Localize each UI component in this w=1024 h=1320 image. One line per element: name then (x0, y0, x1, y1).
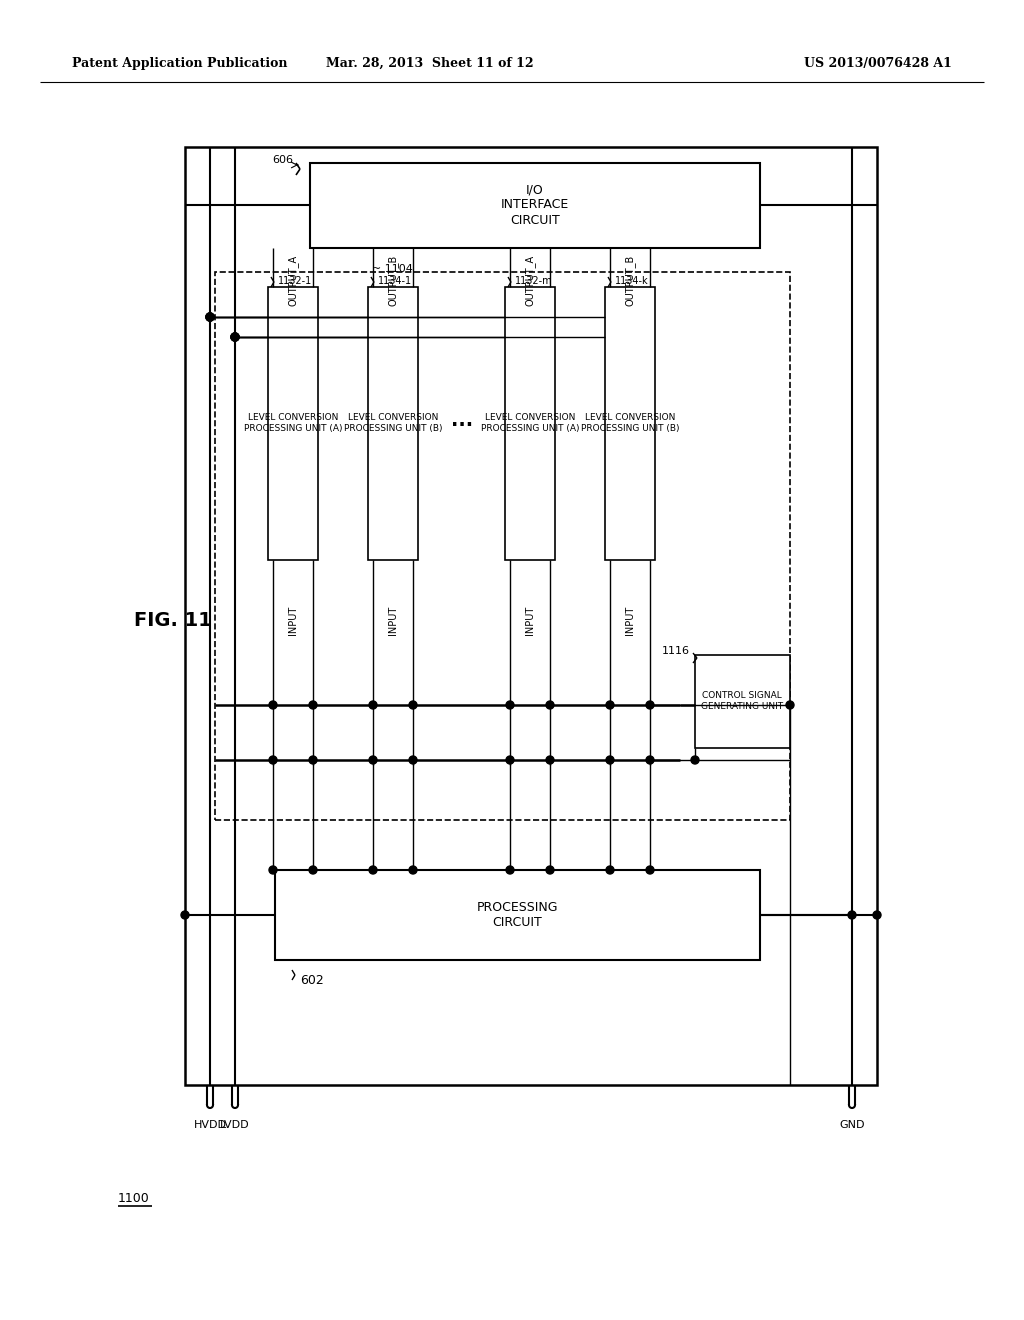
Circle shape (206, 313, 214, 321)
Text: 1100: 1100 (118, 1192, 150, 1204)
Circle shape (409, 866, 417, 874)
Circle shape (409, 756, 417, 764)
Text: 1116: 1116 (662, 645, 690, 656)
Circle shape (231, 333, 239, 341)
Text: LEVEL CONVERSION
PROCESSING UNIT (A): LEVEL CONVERSION PROCESSING UNIT (A) (244, 413, 342, 433)
Circle shape (206, 313, 214, 321)
Circle shape (231, 333, 239, 341)
Circle shape (206, 313, 214, 321)
Circle shape (269, 701, 278, 709)
Text: OUTPUT_A: OUTPUT_A (288, 255, 298, 305)
Text: FIG. 11: FIG. 11 (134, 610, 212, 630)
Text: LEVEL CONVERSION
PROCESSING UNIT (B): LEVEL CONVERSION PROCESSING UNIT (B) (581, 413, 679, 433)
Circle shape (646, 701, 654, 709)
Text: 1134-1: 1134-1 (378, 276, 412, 286)
Text: INPUT: INPUT (388, 606, 398, 635)
Text: INPUT: INPUT (625, 606, 635, 635)
Text: LVDD: LVDD (220, 1119, 250, 1130)
Text: OUTPUT_B: OUTPUT_B (625, 255, 636, 306)
Circle shape (506, 866, 514, 874)
Text: INPUT: INPUT (288, 606, 298, 635)
Bar (505, 286, 555, 560)
Circle shape (546, 866, 554, 874)
Circle shape (606, 866, 614, 874)
Circle shape (506, 756, 514, 764)
Text: Mar. 28, 2013  Sheet 11 of 12: Mar. 28, 2013 Sheet 11 of 12 (327, 57, 534, 70)
Circle shape (646, 866, 654, 874)
Circle shape (546, 756, 554, 764)
Circle shape (646, 756, 654, 764)
Circle shape (786, 701, 794, 709)
Text: CONTROL SIGNAL
GENERATING UNIT: CONTROL SIGNAL GENERATING UNIT (701, 692, 783, 710)
Text: 1132-m: 1132-m (515, 276, 553, 286)
Circle shape (606, 701, 614, 709)
Text: 606: 606 (272, 154, 293, 165)
Text: 1134-k: 1134-k (615, 276, 648, 286)
Circle shape (848, 911, 856, 919)
Circle shape (546, 701, 554, 709)
Circle shape (269, 756, 278, 764)
Text: GND: GND (840, 1119, 864, 1130)
Circle shape (309, 866, 317, 874)
Circle shape (181, 911, 189, 919)
Circle shape (309, 756, 317, 764)
Circle shape (369, 756, 377, 764)
Circle shape (606, 756, 614, 764)
Text: OUTPUT_A: OUTPUT_A (524, 255, 536, 305)
Circle shape (369, 866, 377, 874)
Circle shape (231, 333, 239, 341)
Text: 602: 602 (300, 974, 324, 986)
Text: HVDD: HVDD (194, 1119, 226, 1130)
Bar (695, 655, 790, 748)
Bar (605, 286, 655, 560)
Text: ...: ... (451, 411, 473, 429)
Bar (185, 147, 877, 1085)
Text: OUTPUT_B: OUTPUT_B (387, 255, 398, 306)
Circle shape (506, 701, 514, 709)
Text: LEVEL CONVERSION
PROCESSING UNIT (B): LEVEL CONVERSION PROCESSING UNIT (B) (344, 413, 442, 433)
Text: Patent Application Publication: Patent Application Publication (72, 57, 288, 70)
Bar (268, 286, 318, 560)
Circle shape (206, 313, 214, 321)
Text: ~ 1104: ~ 1104 (372, 264, 413, 275)
Bar (215, 272, 790, 820)
Bar (275, 870, 760, 960)
Text: PROCESSING
CIRCUIT: PROCESSING CIRCUIT (476, 902, 558, 929)
Text: 1132-1: 1132-1 (278, 276, 312, 286)
Bar (310, 162, 760, 248)
Circle shape (691, 756, 699, 764)
Circle shape (369, 701, 377, 709)
Circle shape (873, 911, 881, 919)
Text: LEVEL CONVERSION
PROCESSING UNIT (A): LEVEL CONVERSION PROCESSING UNIT (A) (480, 413, 580, 433)
Text: I/O
INTERFACE
CIRCUIT: I/O INTERFACE CIRCUIT (501, 183, 569, 227)
Circle shape (309, 701, 317, 709)
Text: US 2013/0076428 A1: US 2013/0076428 A1 (804, 57, 952, 70)
Circle shape (269, 866, 278, 874)
Bar (368, 286, 418, 560)
Circle shape (231, 333, 239, 341)
Circle shape (409, 701, 417, 709)
Text: INPUT: INPUT (525, 606, 535, 635)
